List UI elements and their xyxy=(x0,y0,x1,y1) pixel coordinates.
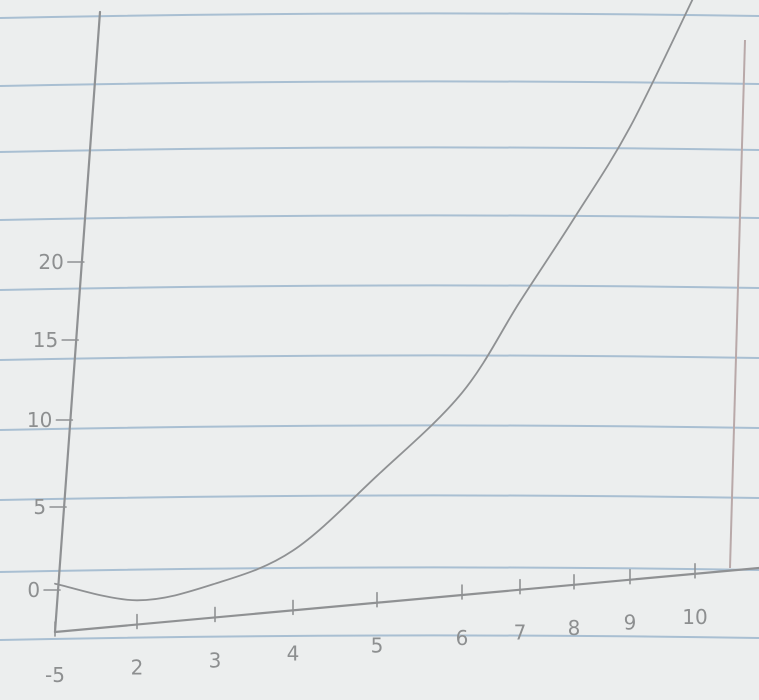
data-point-5 xyxy=(375,474,379,478)
data-point-8 xyxy=(572,217,576,221)
data-point-4 xyxy=(291,549,295,553)
data-point-7 xyxy=(518,300,522,304)
series-line xyxy=(54,0,694,602)
x-tick-label-4: 4 xyxy=(287,641,300,665)
x-tick-label-2: 2 xyxy=(131,656,144,680)
x-tick-label--5: -5 xyxy=(45,663,65,687)
chart-tick-labels: -5 2 3 4 5 6 7 8 9 10 0 5 10 15 20 xyxy=(27,250,708,687)
ruled-line xyxy=(0,634,759,641)
data-point-9 xyxy=(628,125,632,129)
y-tick-label-5: 5 xyxy=(33,495,46,519)
data-point-3 xyxy=(213,582,217,586)
x-tick-label-3: 3 xyxy=(209,648,222,672)
chart-axes xyxy=(53,10,759,634)
ruled-line xyxy=(0,566,759,573)
x-axis-line xyxy=(53,566,759,634)
x-tick-label-10: 10 xyxy=(682,605,707,629)
ruled-line xyxy=(0,146,759,153)
x-tick-label-8: 8 xyxy=(568,616,581,640)
ruled-line xyxy=(0,80,759,87)
x-tick-label-6: 6 xyxy=(456,626,469,650)
data-point-2 xyxy=(135,598,139,602)
ruled-line xyxy=(0,214,759,221)
margin-line xyxy=(729,39,746,569)
data-point--5 xyxy=(53,582,57,586)
x-tick-label-9: 9 xyxy=(624,611,637,635)
y-tick-label-0: 0 xyxy=(27,578,40,602)
ruled-line xyxy=(0,354,759,361)
ruled-line xyxy=(0,284,759,291)
x-tick-label-5: 5 xyxy=(371,634,384,658)
ruled-line xyxy=(0,494,759,501)
notebook-ruled-lines xyxy=(0,12,759,641)
ruled-line xyxy=(0,12,759,19)
x-tick-label-7: 7 xyxy=(514,621,527,645)
y-tick-label-15: 15 xyxy=(33,328,58,352)
data-point-6 xyxy=(460,391,464,395)
y-tick-label-10: 10 xyxy=(27,408,52,432)
data-series xyxy=(53,0,694,602)
y-tick-label-20: 20 xyxy=(38,250,63,274)
chart-ticks xyxy=(43,261,696,637)
ruled-line xyxy=(0,424,759,431)
y-axis-line xyxy=(53,10,102,634)
